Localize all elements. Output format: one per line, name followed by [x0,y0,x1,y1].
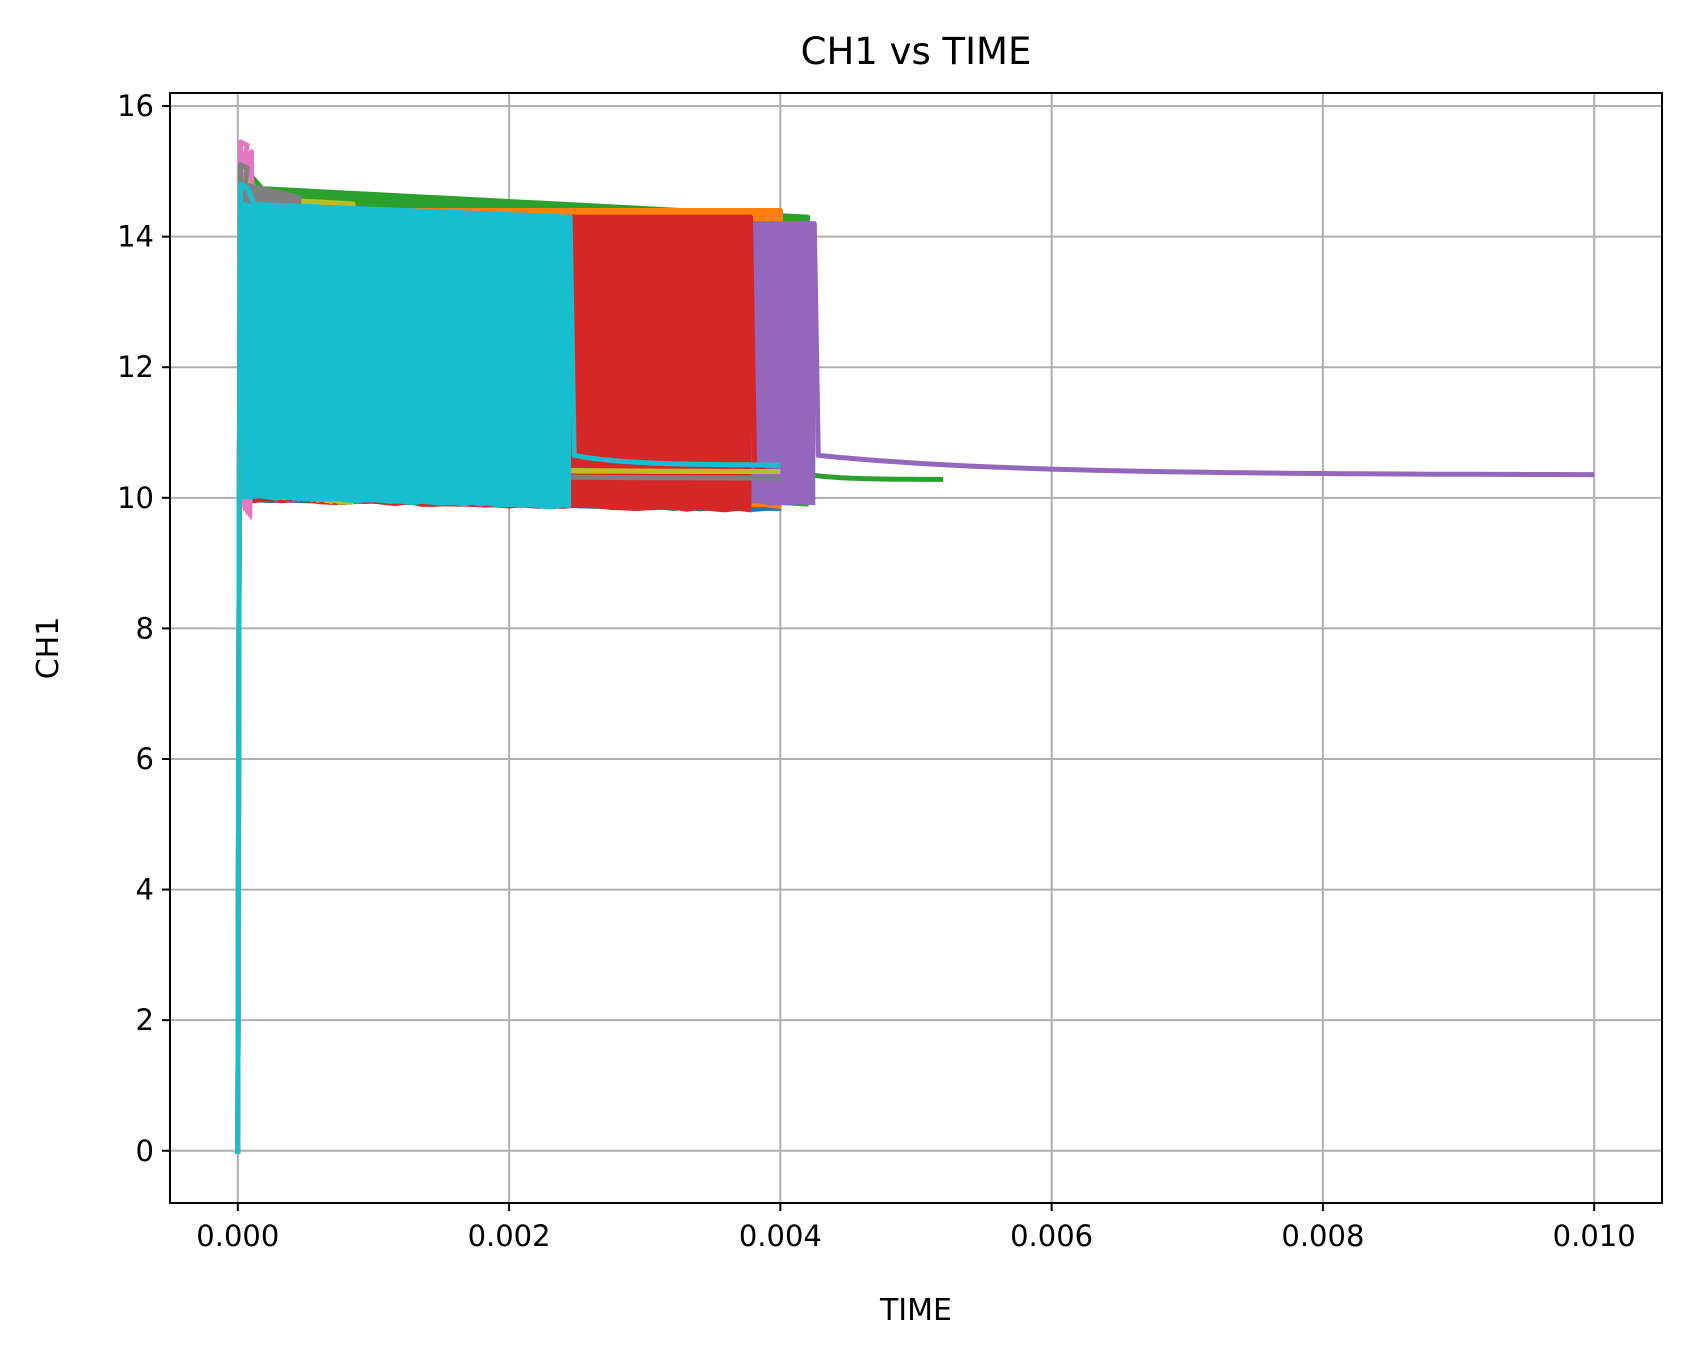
x-tick-label: 0.010 [1553,1219,1636,1253]
y-tick-label: 0 [136,1134,154,1168]
plot-frame [169,92,1663,1204]
series-trace [235,181,781,1155]
x-tick-label: 0.006 [1010,1219,1093,1253]
y-tick-label: 12 [117,350,154,384]
x-tick-label: 0.000 [196,1219,279,1253]
y-tick-label: 2 [136,1003,154,1037]
y-tick-label: 10 [117,481,154,515]
series-group [235,139,1595,1155]
ticks: 0.000 0.002 0.004 0.006 0.008 0.010 0 2 4 6 8 10 12 1… [117,89,1636,1253]
y-tick-label: 14 [117,220,154,254]
x-axis-label: TIME [879,1293,952,1328]
y-axis-label: CH1 [31,617,66,680]
y-tick-label: 8 [136,611,154,645]
chart-title: CH1 vs TIME [801,30,1032,73]
oscillation-band [242,201,572,510]
y-tick-label: 16 [117,89,154,123]
x-tick-label: 0.008 [1281,1219,1364,1253]
x-tick-label: 0.004 [739,1219,822,1253]
x-tick-label: 0.002 [468,1219,551,1253]
y-tick-label: 4 [136,873,154,907]
series-line [235,181,781,1155]
y-tick-label: 6 [136,742,154,776]
series-trace [235,165,944,1155]
